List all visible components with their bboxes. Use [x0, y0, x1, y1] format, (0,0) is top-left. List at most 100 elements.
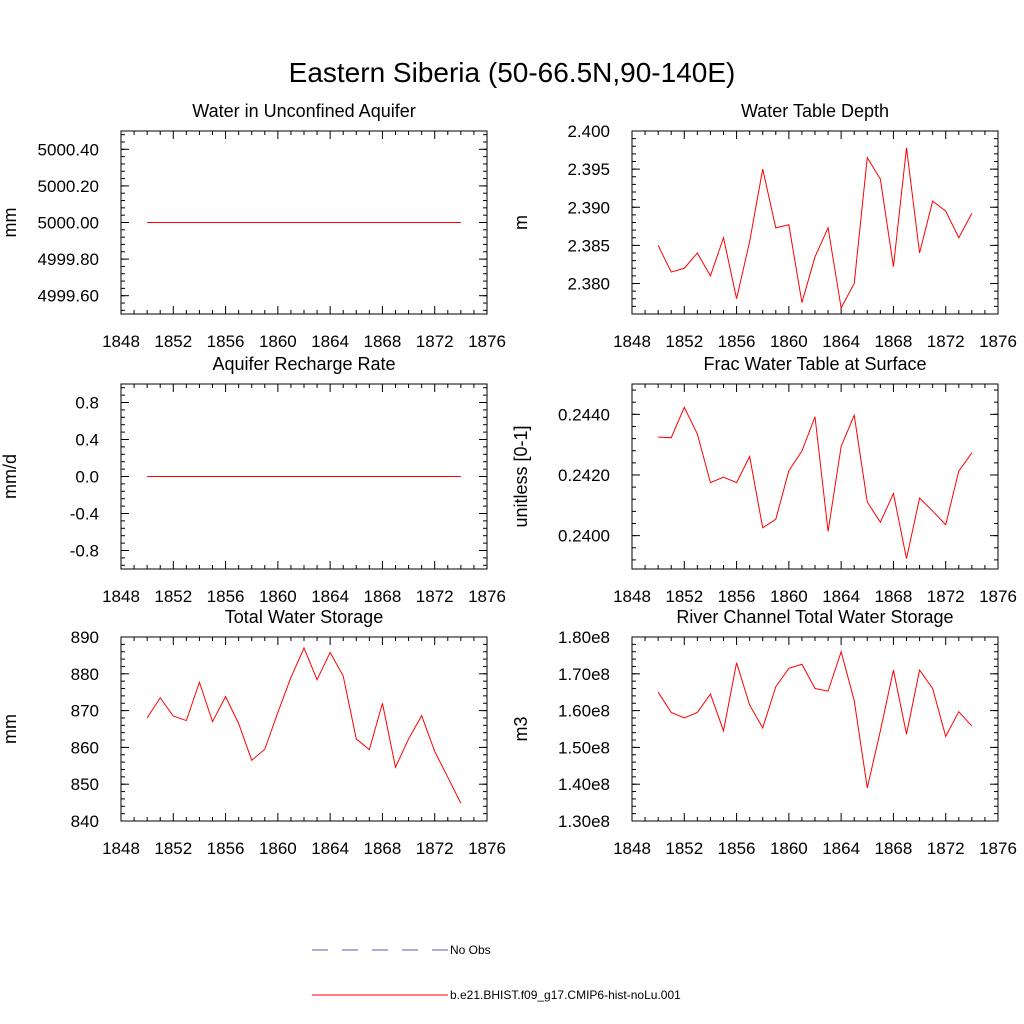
x-tick-label: 1852: [154, 587, 192, 606]
x-tick-label: 1860: [259, 587, 297, 606]
x-tick-label: 1868: [875, 587, 913, 606]
series-line-model: [658, 406, 973, 559]
x-tick-label: 1848: [613, 332, 651, 351]
x-tick-label: 1872: [927, 839, 965, 858]
x-tick-label: 1876: [468, 587, 506, 606]
x-tick-label: 1852: [665, 839, 703, 858]
chart-panel-1: Water in Unconfined Aquifer mm 1848 1852 185…: [0, 101, 506, 351]
y-tick-label: 5000.20: [38, 177, 99, 196]
x-tick-label: 1864: [822, 587, 860, 606]
panel-title: Water Table Depth: [741, 101, 889, 121]
legend-obs-label: No Obs: [450, 943, 491, 957]
series-line-model: [657, 649, 973, 788]
x-tick-label: 1876: [468, 839, 506, 858]
x-tick-label: 1876: [979, 332, 1017, 351]
legend: No Obs b.e21.BHIST.f09_g17.CMIP6-hist-no…: [312, 943, 681, 1002]
y-tick-label: 2.380: [567, 275, 610, 294]
x-tick-label: 1864: [822, 839, 860, 858]
panel-title: Frac Water Table at Surface: [703, 354, 926, 374]
y-tick-label: 840: [71, 812, 99, 831]
x-tick-label: 1856: [718, 839, 756, 858]
y-tick-label: 0.2400: [558, 527, 610, 546]
x-tick-label: 1868: [875, 839, 913, 858]
x-tick-label: 1864: [311, 587, 349, 606]
x-tick-label: 1872: [927, 332, 965, 351]
y-axis-label: unitless [0-1]: [511, 425, 531, 527]
x-tick-label: 1872: [416, 332, 454, 351]
y-tick-label: -0.4: [70, 505, 99, 524]
y-tick-label: 2.395: [567, 160, 610, 179]
panel-title: Water in Unconfined Aquifer: [192, 101, 415, 121]
main-title: Eastern Siberia (50-66.5N,90-140E): [289, 57, 736, 88]
y-tick-label: 870: [71, 702, 99, 721]
x-tick-label: 1876: [468, 332, 506, 351]
panel-title: Aquifer Recharge Rate: [212, 354, 395, 374]
panel-title: River Channel Total Water Storage: [676, 607, 953, 627]
x-tick-label: 1860: [770, 839, 808, 858]
x-tick-label: 1872: [927, 587, 965, 606]
y-tick-label: 1.50e8: [558, 738, 610, 757]
x-tick-label: 1868: [364, 332, 402, 351]
x-tick-label: 1856: [207, 332, 245, 351]
x-tick-label: 1868: [364, 587, 402, 606]
x-tick-label: 1852: [154, 332, 192, 351]
x-tick-label: 1848: [613, 587, 651, 606]
x-tick-label: 1860: [770, 587, 808, 606]
x-tick-label: 1852: [154, 839, 192, 858]
y-tick-label: 880: [71, 665, 99, 684]
y-tick-label: 4999.80: [38, 250, 99, 269]
plot-frame: [631, 130, 999, 315]
x-tick-label: 1872: [416, 587, 454, 606]
y-axis-label: m: [511, 215, 531, 230]
x-tick-label: 1848: [102, 839, 140, 858]
y-tick-label: 2.390: [567, 198, 610, 217]
x-tick-label: 1876: [979, 839, 1017, 858]
plot-frame: [631, 636, 999, 822]
x-tick-label: 1848: [613, 839, 651, 858]
x-tick-label: 1848: [102, 332, 140, 351]
y-tick-label: 0.4: [75, 431, 99, 450]
panel-title: Total Water Storage: [225, 607, 383, 627]
chart-panel-4: Frac Water Table at Surface unitless [0-1…: [511, 354, 1017, 606]
x-tick-label: 1864: [822, 332, 860, 351]
y-tick-label: 1.30e8: [558, 812, 610, 831]
y-tick-label: 0.2420: [558, 466, 610, 485]
series-line-model: [146, 646, 462, 804]
x-tick-label: 1852: [665, 332, 703, 351]
y-tick-label: 860: [71, 738, 99, 757]
y-tick-label: 2.385: [567, 236, 610, 255]
series-line-model: [657, 147, 973, 310]
chart-panel-2: Water Table Depth m 1848 1852 1856 1860 1864 18…: [511, 101, 1017, 351]
x-tick-label: 1856: [718, 332, 756, 351]
x-tick-label: 1864: [311, 839, 349, 858]
chart-panel-5: Total Water Storage mm 1848 1852 1856 1860 186…: [0, 607, 506, 858]
y-axis-label: mm: [0, 208, 20, 238]
x-tick-label: 1856: [718, 587, 756, 606]
x-tick-label: 1868: [875, 332, 913, 351]
x-tick-label: 1876: [979, 587, 1017, 606]
y-tick-label: 1.70e8: [558, 665, 610, 684]
y-axis-label: mm: [0, 714, 20, 744]
y-tick-label: 890: [71, 628, 99, 647]
y-tick-label: 2.400: [567, 122, 610, 141]
x-tick-label: 1856: [207, 587, 245, 606]
plot-frame: [120, 636, 488, 822]
panels-container: Water in Unconfined Aquifer mm 1848 1852 185…: [0, 101, 1017, 858]
y-tick-label: 4999.60: [38, 287, 99, 306]
x-tick-label: 1848: [102, 587, 140, 606]
y-tick-label: 1.60e8: [558, 702, 610, 721]
y-tick-label: -0.8: [70, 542, 99, 561]
y-tick-label: 5000.40: [38, 140, 99, 159]
y-tick-label: 850: [71, 775, 99, 794]
legend-model-label: b.e21.BHIST.f09_g17.CMIP6-hist-noLu.001: [450, 988, 681, 1002]
x-tick-label: 1860: [259, 332, 297, 351]
chart-panel-3: Aquifer Recharge Rate mm/d 1848 1852 1856 186…: [0, 354, 506, 606]
y-axis-label: mm/d: [0, 454, 20, 499]
x-tick-label: 1852: [665, 587, 703, 606]
x-tick-label: 1856: [207, 839, 245, 858]
x-tick-label: 1872: [416, 839, 454, 858]
y-axis-label: m3: [511, 716, 531, 741]
y-tick-label: 5000.00: [38, 214, 99, 233]
